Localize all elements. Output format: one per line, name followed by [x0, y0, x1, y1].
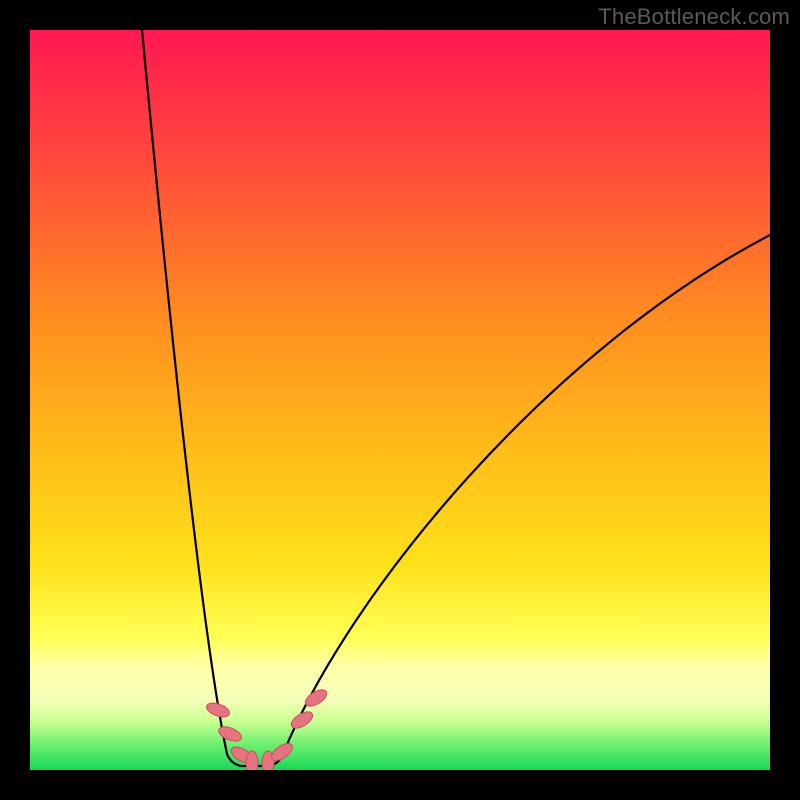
marker-pill: [246, 751, 258, 770]
plot-area: [30, 30, 770, 770]
chart-svg: [30, 30, 770, 770]
gradient-background: [30, 30, 770, 770]
watermark-text: TheBottleneck.com: [598, 4, 790, 30]
outer-frame: TheBottleneck.com: [0, 0, 800, 800]
